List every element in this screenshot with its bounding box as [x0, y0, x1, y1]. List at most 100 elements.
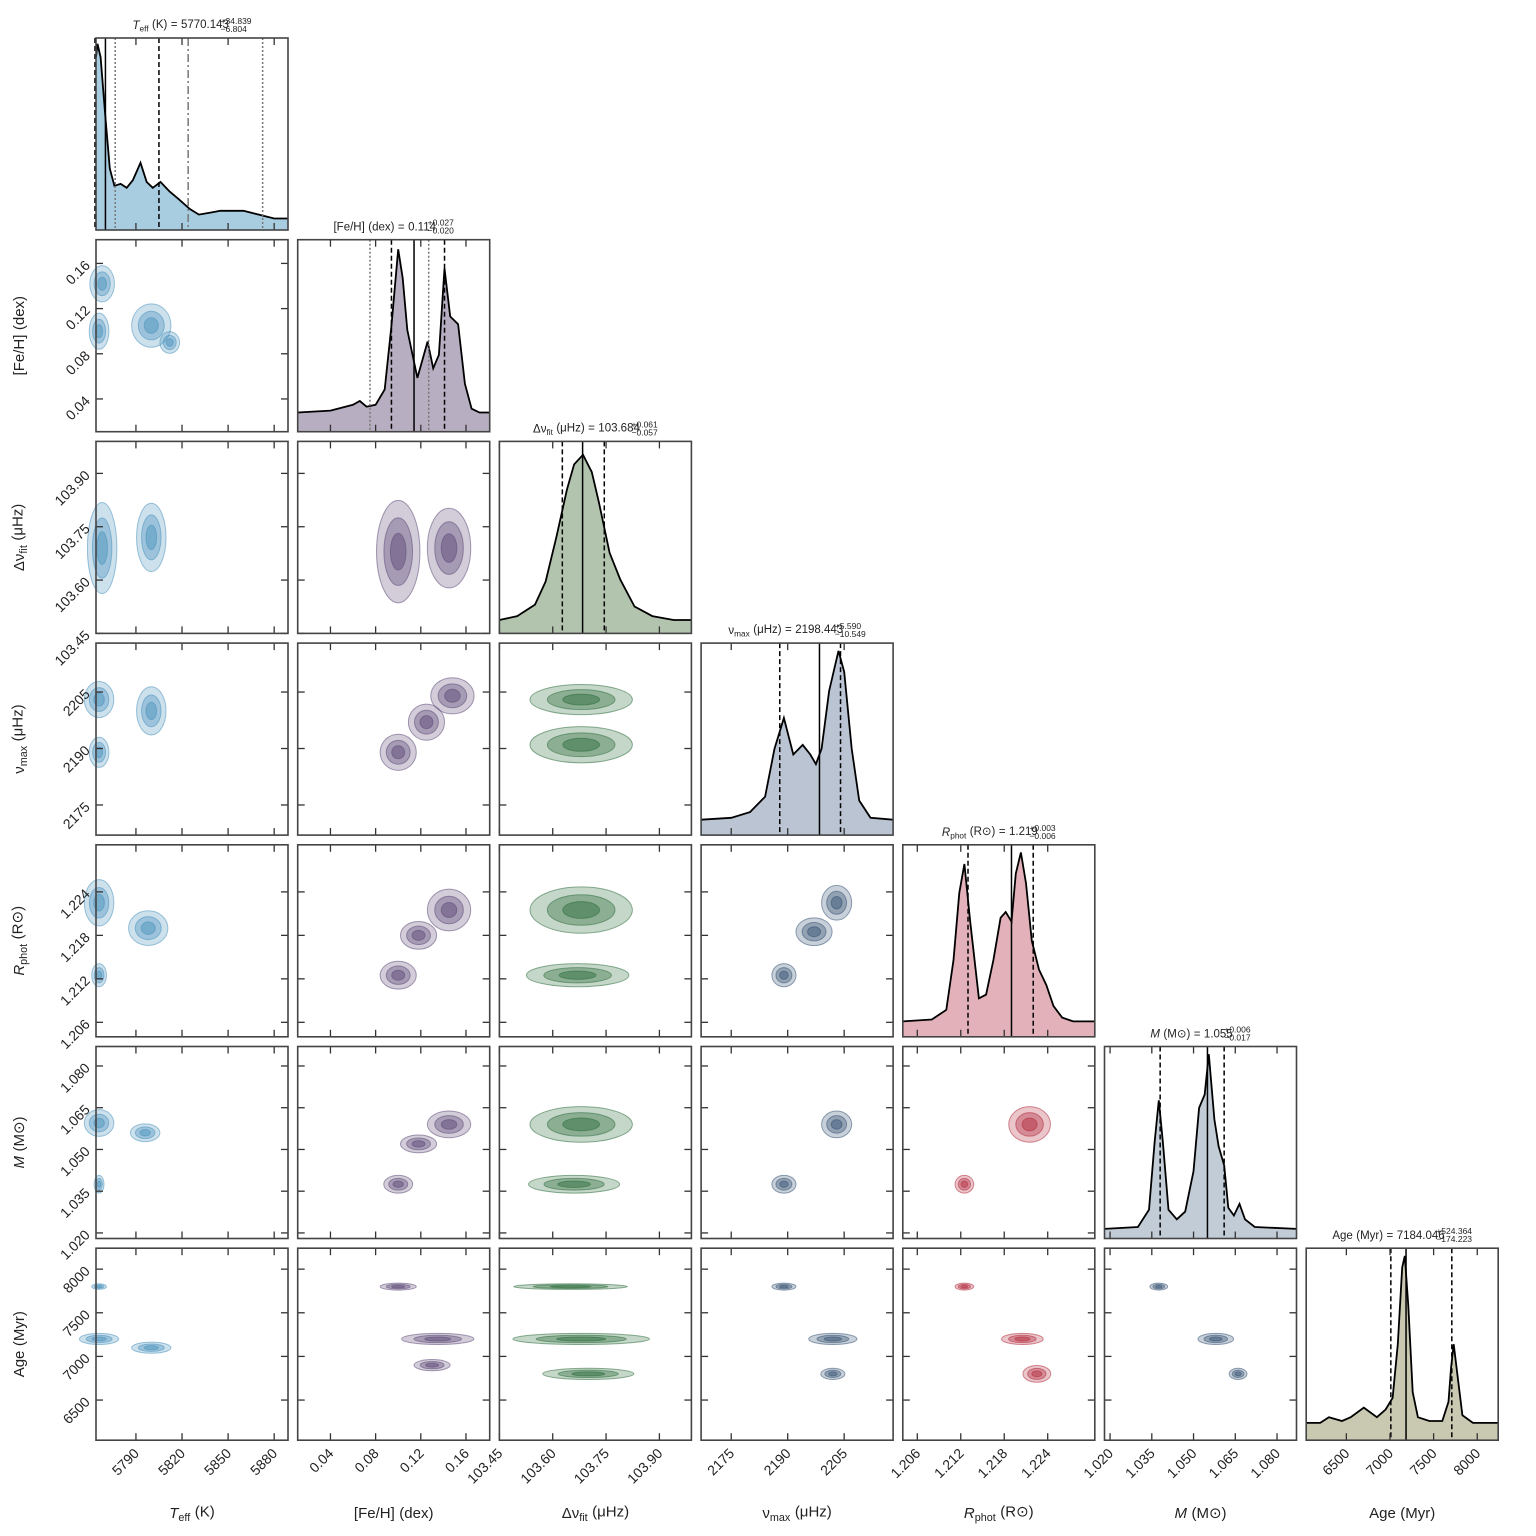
- panel-frame: [95, 238, 289, 433]
- contour-level: [828, 1371, 838, 1377]
- y-tick-label: 0.16: [62, 257, 93, 288]
- label-unit: (R⊙): [1000, 1504, 1033, 1521]
- contour-level: [830, 1119, 843, 1130]
- contour-level: [83, 1109, 115, 1137]
- label-symbol: T: [169, 1505, 180, 1522]
- contour-level: [434, 1115, 464, 1134]
- contour-level: [426, 1110, 472, 1139]
- contour-level: [437, 683, 468, 709]
- y-tick-label: 2175: [60, 798, 93, 831]
- label-symbol: Age: [1369, 1505, 1396, 1522]
- pair-panel: [700, 1045, 894, 1240]
- label-symbol: R: [964, 1505, 975, 1522]
- pair-panel: [901, 1247, 1096, 1441]
- x-tick-label: 1.065: [1205, 1445, 1241, 1481]
- contour-level: [426, 507, 472, 589]
- contour-level: [143, 1345, 159, 1351]
- density-line: [95, 43, 288, 220]
- contour-level: [136, 686, 167, 736]
- contour-level: [376, 499, 421, 604]
- label-symbol: [Fe/H]: [11, 335, 28, 376]
- title-err-plus: +0.006: [1224, 1025, 1251, 1035]
- y-axis-label: Δνfit (μHz): [10, 504, 31, 571]
- title-err-plus: +5.590: [835, 621, 862, 631]
- panel-frame: [700, 1247, 894, 1441]
- contour-level: [546, 689, 616, 711]
- label-symbol: R: [11, 965, 28, 976]
- contour-level: [137, 1343, 165, 1352]
- title-median: 5770.143: [181, 19, 229, 31]
- contour-level: [88, 687, 110, 712]
- diagonal-panel: [700, 642, 894, 836]
- contour-level: [383, 1174, 414, 1194]
- label-unit: (μHz): [10, 504, 27, 541]
- label-unit: (μHz): [753, 624, 782, 636]
- y-tick-label: 2190: [60, 742, 93, 775]
- pair-panel: [86, 440, 289, 635]
- contour-level: [826, 1115, 848, 1134]
- contour-level: [162, 334, 177, 351]
- y-tick-label: 1.212: [57, 972, 93, 1008]
- contour-level: [801, 922, 827, 942]
- pair-panel: [88, 238, 289, 433]
- contour-level: [525, 963, 630, 988]
- label-symbol: M: [1150, 1029, 1160, 1041]
- contour-level: [137, 310, 165, 341]
- y-axis-label: Rphot (R⊙): [10, 906, 31, 976]
- label-subscript: eff: [178, 1512, 191, 1524]
- contour-level: [145, 524, 158, 551]
- pair-panel: [700, 843, 894, 1038]
- label-subscript: phot: [975, 1512, 996, 1524]
- x-tick-label: 2175: [704, 1445, 737, 1478]
- contour-level: [406, 925, 431, 946]
- contour-level: [960, 1180, 969, 1188]
- contour-level: [771, 963, 797, 988]
- pair-panel: [296, 642, 491, 836]
- label-symbol: Δν: [11, 554, 28, 572]
- contour-level: [535, 1334, 627, 1344]
- label-symbol: ν: [11, 766, 28, 774]
- x-axis-label: Δνfit (μHz): [562, 1504, 629, 1525]
- contour-level: [86, 502, 118, 595]
- contour-level: [546, 894, 616, 926]
- pair-panel: [498, 843, 693, 1038]
- panel-frame: [498, 1045, 693, 1240]
- label-symbol: R: [942, 827, 950, 839]
- panel-frame: [498, 1247, 693, 1441]
- diagonal-panel: [1305, 1247, 1499, 1441]
- pair-panel: [1103, 1247, 1298, 1441]
- contour-level: [88, 312, 110, 350]
- label-symbol: M: [11, 1156, 28, 1169]
- contour-level: [83, 879, 115, 927]
- contour-level: [143, 317, 159, 334]
- panel-title: Rphot (R⊙) = 1.219: [942, 826, 1038, 840]
- contour-level: [529, 684, 633, 716]
- contour-level: [562, 693, 601, 706]
- contour-level: [379, 733, 417, 771]
- contour-level: [379, 960, 417, 990]
- label-unit: (R⊙): [10, 906, 27, 939]
- label-unit: (M⊙): [1191, 1505, 1226, 1522]
- contour-level: [88, 886, 110, 919]
- contour-level: [823, 1336, 843, 1342]
- contour-level: [830, 896, 843, 910]
- contour-level: [430, 677, 475, 715]
- contour-level: [1021, 1117, 1038, 1132]
- panel-frame: [498, 843, 693, 1038]
- contour-level: [824, 1369, 842, 1379]
- x-tick-label: 7500: [1406, 1445, 1439, 1478]
- contour-level: [1008, 1334, 1037, 1344]
- density-line: [902, 852, 1095, 1023]
- x-tick-label: 1.080: [1247, 1445, 1283, 1481]
- contour-level: [779, 970, 789, 980]
- label-unit: (K): [195, 1504, 215, 1521]
- contour-level: [775, 1177, 793, 1191]
- pair-panel: [498, 642, 693, 836]
- x-tick-label: 1.050: [1164, 1445, 1200, 1481]
- label-unit: (μHz): [795, 1504, 832, 1521]
- contour-level: [529, 1106, 633, 1143]
- panel-frame: [95, 37, 289, 231]
- contour-level: [562, 901, 601, 919]
